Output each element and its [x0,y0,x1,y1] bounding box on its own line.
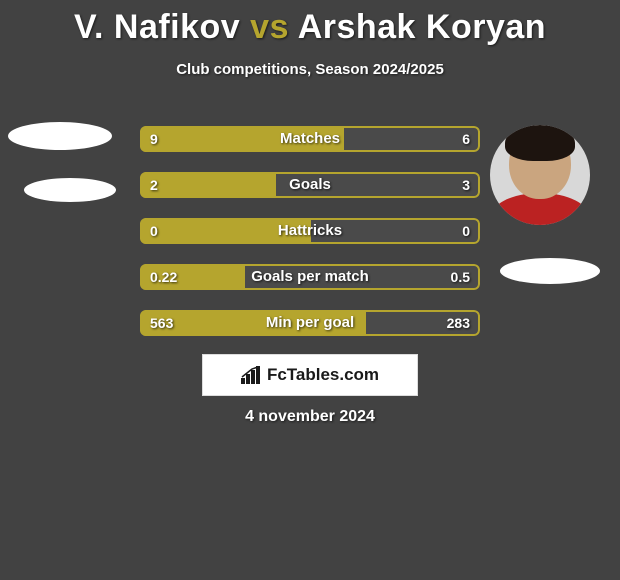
vs-text: vs [250,8,289,46]
bar-stat-label: Min per goal [140,310,480,336]
decorative-oval-top-left-1 [8,122,112,150]
stat-bar-row: 00Hattricks [140,218,480,244]
stat-bar-row: 23Goals [140,172,480,198]
bar-stat-label: Hattricks [140,218,480,244]
decorative-oval-right [500,258,600,284]
comparison-title: V. Nafikov vs Arshak Koryan [0,0,620,47]
stat-bar-row: 96Matches [140,126,480,152]
decorative-oval-top-left-2 [24,178,116,202]
bar-stat-label: Matches [140,126,480,152]
player2-avatar [490,125,590,225]
subtitle: Club competitions, Season 2024/2025 [0,61,620,78]
brand-box: FcTables.com [202,354,418,396]
bar-stat-label: Goals per match [140,264,480,290]
player2-name: Arshak Koryan [298,8,546,46]
stat-bar-row: 563283Min per goal [140,310,480,336]
date-text: 4 november 2024 [0,408,620,426]
bar-stat-label: Goals [140,172,480,198]
brand-chart-icon [241,366,261,384]
brand-text: FcTables.com [267,365,379,385]
player1-name: V. Nafikov [74,8,240,46]
stat-bar-row: 0.220.5Goals per match [140,264,480,290]
stat-bars: 96Matches 23Goals 00Hattricks 0.220.5Goals … [140,126,480,356]
